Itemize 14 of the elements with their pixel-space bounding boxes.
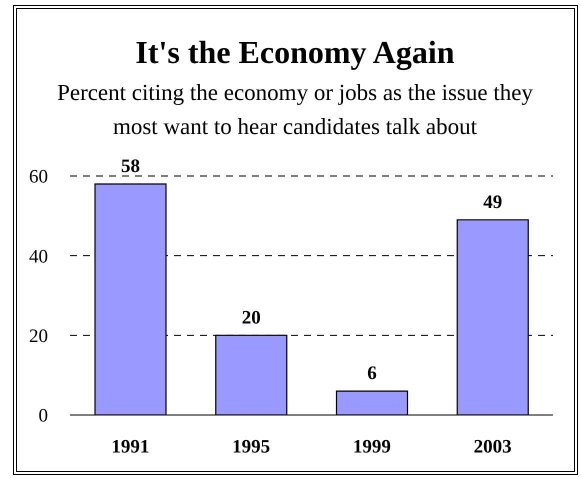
y-tick-label: 40 xyxy=(29,246,48,268)
chart-subtitle: Percent citing the economy or jobs as the issue they most want to hear candidates talk about xyxy=(56,79,534,141)
data-label: 49 xyxy=(483,192,502,213)
chart-title: It's the Economy Again xyxy=(134,34,456,71)
x-tick-label: 1995 xyxy=(232,436,270,458)
data-label: 6 xyxy=(367,363,377,384)
x-tick-label: 1999 xyxy=(352,436,391,458)
y-tick-label: 60 xyxy=(29,166,48,188)
x-tick-label: 1991 xyxy=(111,436,150,458)
data-label: 20 xyxy=(242,307,261,328)
y-tick-label: 0 xyxy=(38,406,48,427)
x-tick-label: 2003 xyxy=(474,436,512,458)
y-tick-label: 20 xyxy=(29,326,48,348)
data-label: 58 xyxy=(121,156,140,177)
